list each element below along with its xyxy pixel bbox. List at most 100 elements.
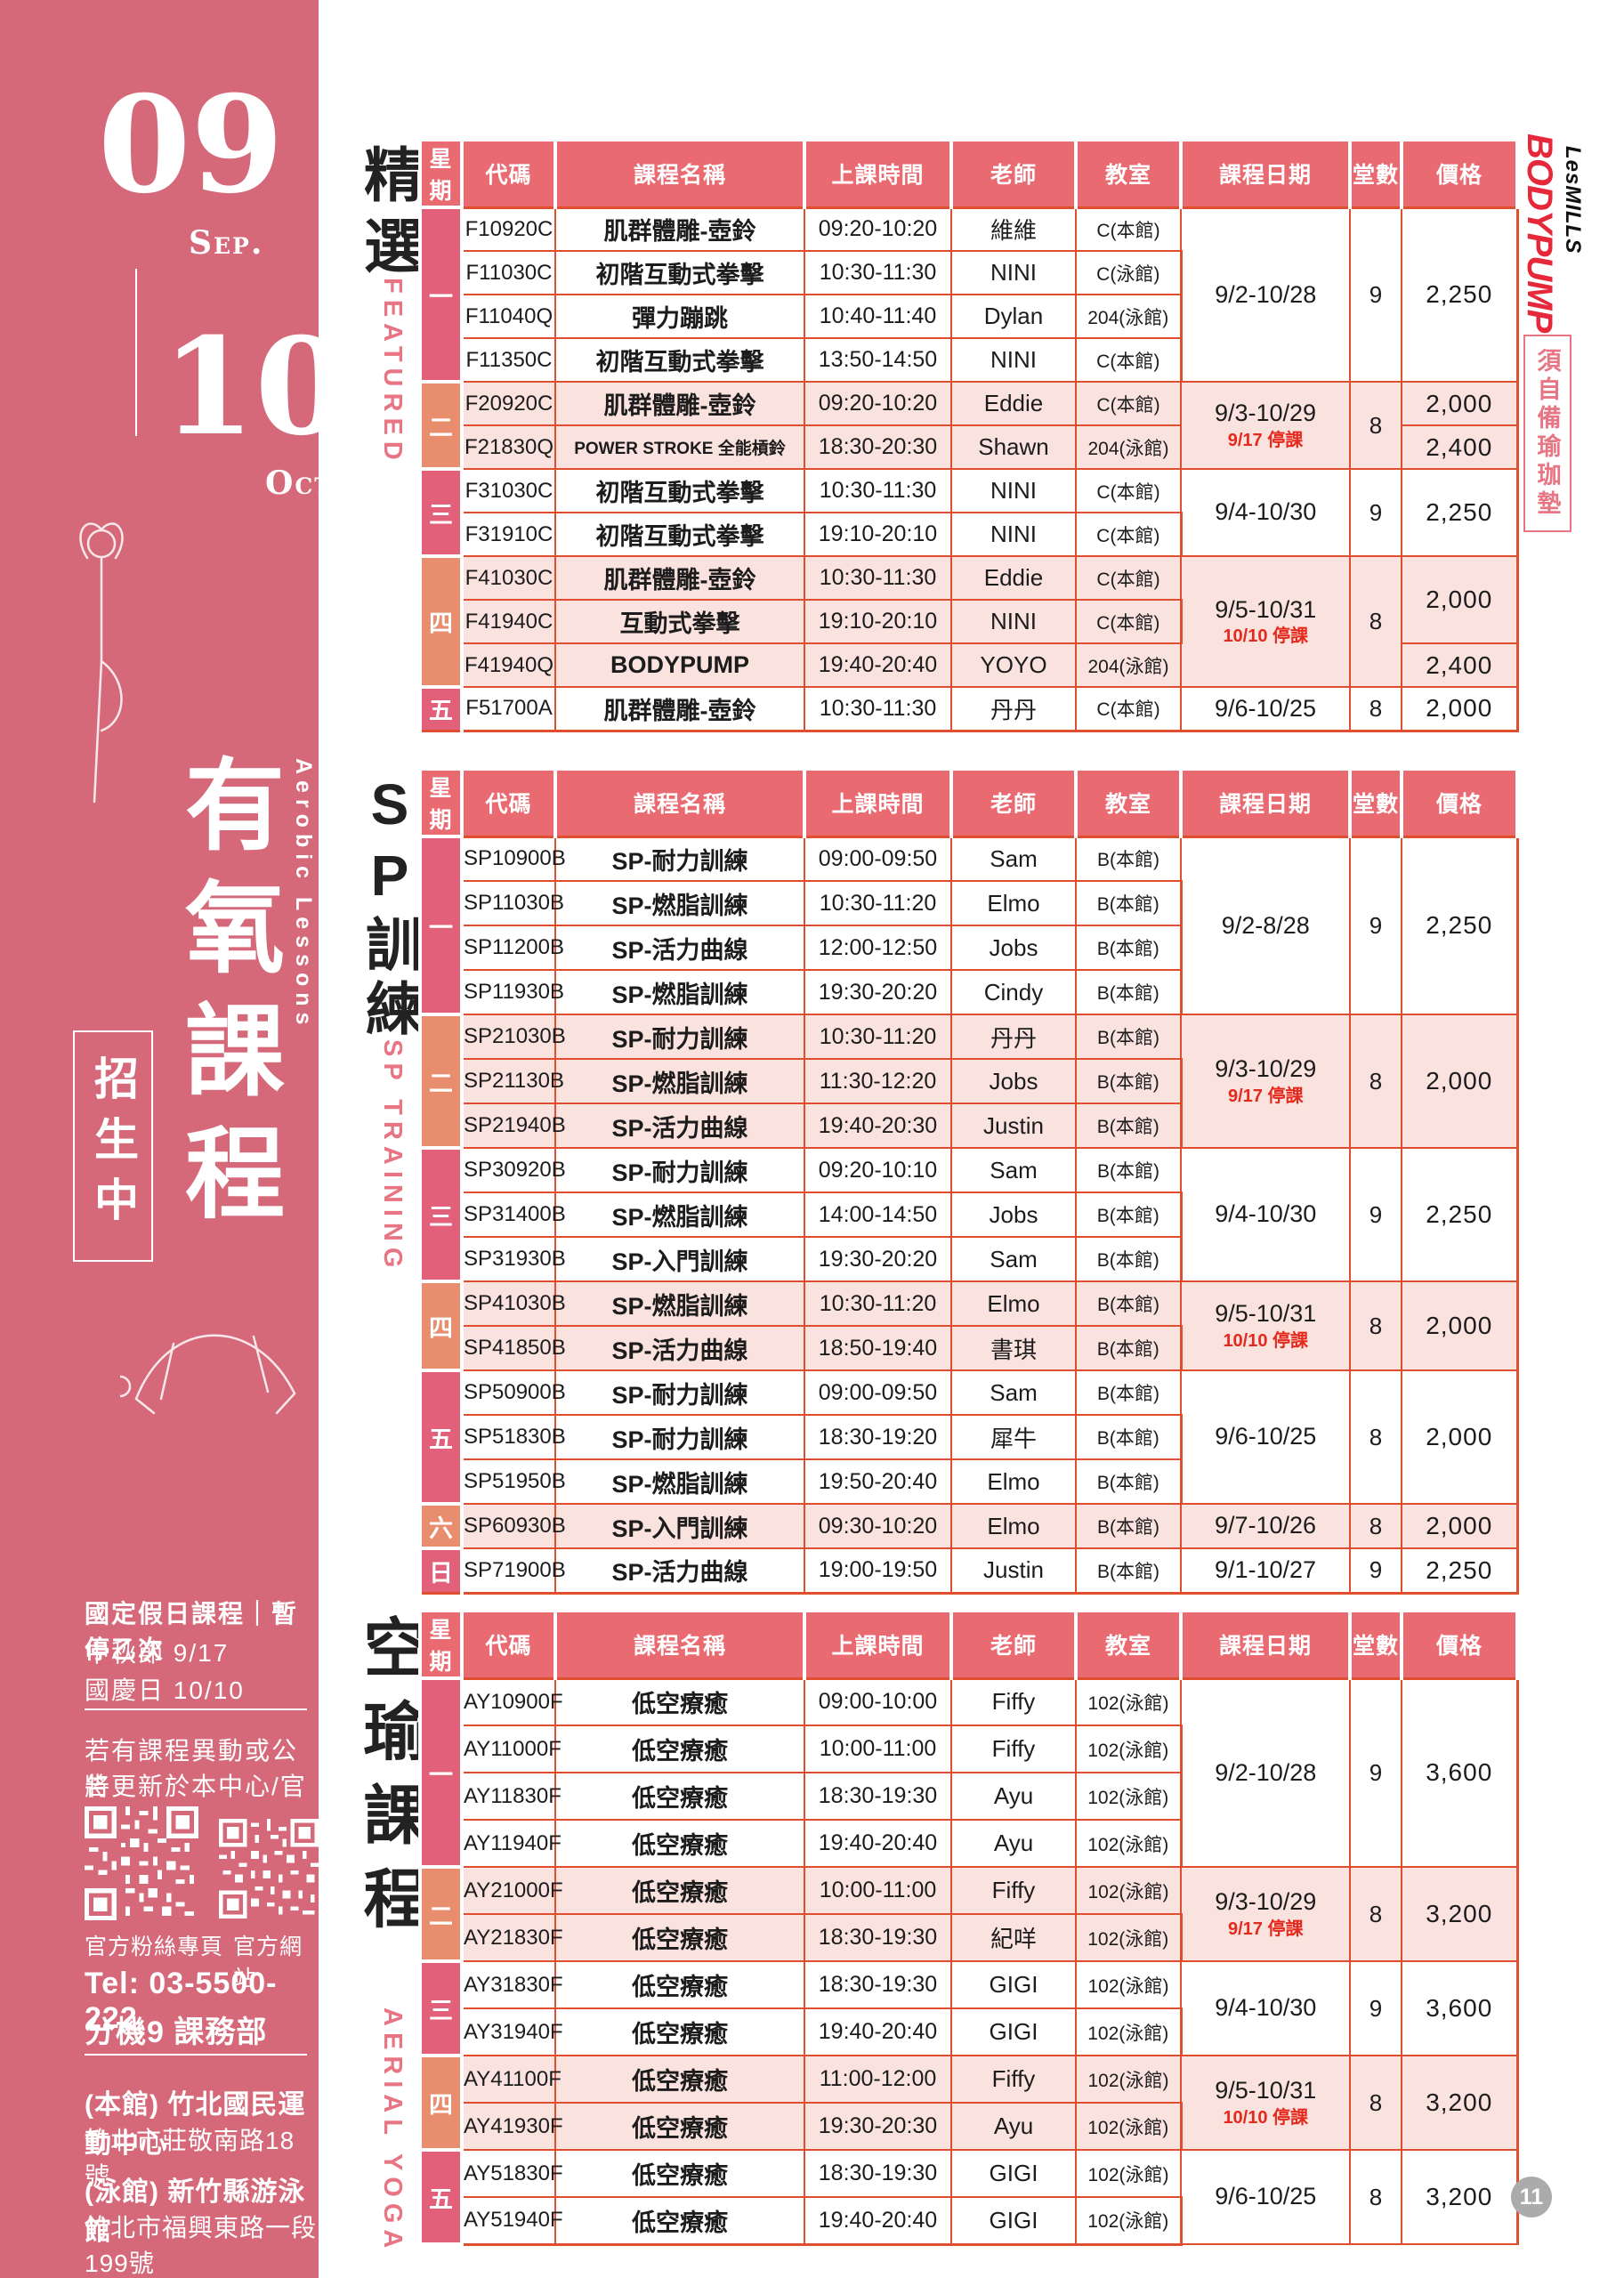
course-name: SP-耐力訓練 bbox=[554, 1147, 805, 1193]
course-time: 18:30-19:30 bbox=[804, 2149, 952, 2198]
course-name: 低空療癒 bbox=[554, 1913, 805, 1962]
course-row: 二 F20920C 肌群體雕-壺鈴 09:20-10:20 Eddie C(本館) 9/3-… bbox=[418, 380, 1519, 471]
course-name: 初階互動式拳擊 bbox=[554, 250, 805, 295]
sidebar-title: 有氧課程 bbox=[171, 753, 282, 1244]
holiday-title: 國定假日課程｜暫停乙次 bbox=[85, 1600, 299, 1663]
course-room: B(本館) bbox=[1075, 1014, 1182, 1060]
column-header: 上課時間 bbox=[803, 767, 953, 838]
column-header: 教室 bbox=[1074, 1609, 1183, 1680]
course-teacher: Fiffy bbox=[950, 2055, 1077, 2104]
course-price: 3,600 bbox=[1401, 1960, 1519, 2056]
course-dates: 9/7-10/26 bbox=[1180, 1503, 1351, 1549]
course-row: SP11930B SP-燃脂訓練 19:30-20:20 Cindy B(本館) bbox=[420, 969, 1517, 1015]
lesmills-logo: LesMILLS bbox=[1561, 146, 1585, 254]
course-room: C(本館) bbox=[1075, 512, 1183, 557]
course-time: 09:20-10:20 bbox=[804, 206, 952, 252]
course-name: 肌群體雕-壺鈴 bbox=[554, 381, 805, 426]
course-time: 18:30-20:30 bbox=[804, 424, 952, 470]
section2-title-en: SP TRAINING bbox=[378, 1039, 407, 1274]
course-teacher: Elmo bbox=[950, 880, 1077, 926]
session-count: 8 bbox=[1349, 381, 1402, 470]
cancel-note: 9/17 停課 bbox=[1227, 430, 1304, 450]
column-header: 課程名稱 bbox=[553, 1609, 806, 1680]
course-price: 2,000 bbox=[1401, 1280, 1519, 1371]
course-teacher: NINI bbox=[950, 250, 1077, 295]
course-row: SP31400B SP-燃脂訓練 14:00-14:50 Jobs B(本館) bbox=[420, 1192, 1517, 1238]
course-time: 10:30-11:30 bbox=[804, 686, 952, 732]
course-row: 二 AY21000F 低空療癒 10:00-11:00 Fiffy 102(泳館) 9/3-… bbox=[418, 1865, 1519, 1963]
page-number: 11 bbox=[1519, 2184, 1544, 2209]
course-time: 19:30-20:20 bbox=[804, 1236, 952, 1282]
course-name: 初階互動式拳擊 bbox=[554, 468, 805, 513]
course-teacher: NINI bbox=[950, 512, 1077, 557]
course-time: 19:10-20:10 bbox=[804, 512, 952, 557]
column-header: 代碼 bbox=[460, 1609, 557, 1680]
course-teacher: Cindy bbox=[950, 969, 1077, 1015]
course-code: AY11940F bbox=[461, 1819, 562, 1868]
column-header: 老師 bbox=[949, 1609, 1078, 1680]
course-code: AY11000F bbox=[461, 1725, 562, 1773]
course-name: SP-燃脂訓練 bbox=[554, 1192, 805, 1238]
course-time: 13:50-14:50 bbox=[804, 337, 952, 383]
venue2-address: 竹北市福興東路一段199號 bbox=[85, 2214, 318, 2277]
course-code: F10920C bbox=[461, 206, 556, 252]
course-code: F31030C bbox=[461, 468, 556, 513]
course-dates: 9/6-10/25 bbox=[1180, 2149, 1351, 2245]
course-code: F41940Q bbox=[461, 642, 556, 688]
course-room: 102(泳館) bbox=[1075, 2055, 1182, 2104]
course-row: SP51830B SP-耐力訓練 18:30-19:20 犀牛 B(本館) bbox=[420, 1414, 1517, 1460]
course-row: F11350C 初階互動式拳擊 13:50-14:50 NINI C(本館) bbox=[420, 337, 1517, 383]
course-room: C(本館) bbox=[1075, 686, 1182, 732]
course-dates: 9/5-10/31 10/10 停課 bbox=[1180, 2055, 1351, 2151]
day-cell: 五 bbox=[418, 2148, 464, 2246]
course-teacher: Sam bbox=[950, 1147, 1077, 1193]
column-header: 課程名稱 bbox=[553, 138, 806, 209]
course-dates: 9/4-10/30 bbox=[1180, 468, 1351, 557]
day-cell: 四 bbox=[418, 554, 464, 689]
course-row: SP11030B SP-燃脂訓練 10:30-11:20 Elmo B(本館) bbox=[420, 880, 1517, 926]
course-code: SP11200B bbox=[461, 925, 564, 971]
header-row: 星期 代碼 課程名稱 上課時間 老師 教室 課程日期 堂數 價格 bbox=[418, 767, 1519, 838]
course-code: SP50900B bbox=[461, 1369, 566, 1416]
day-cell: 一 bbox=[418, 206, 464, 384]
session-count: 9 bbox=[1349, 1677, 1402, 1868]
course-room: B(本館) bbox=[1075, 1414, 1183, 1460]
course-price: 2,250 bbox=[1401, 836, 1519, 1015]
holiday-item-1: 中秋節 9/17 bbox=[85, 1639, 230, 1667]
course-room: 102(泳館) bbox=[1075, 2007, 1183, 2056]
sidebar: 09 Sep. 10 Oct. 有氧課程 Aerobic Lessons 招生中 bbox=[0, 0, 348, 2278]
course-room: B(本館) bbox=[1075, 969, 1183, 1015]
session-count: 8 bbox=[1349, 1866, 1402, 1962]
course-teacher: Sam bbox=[950, 836, 1077, 882]
course-dates: 9/2-8/28 bbox=[1180, 836, 1351, 1015]
day-cell: 三 bbox=[418, 467, 464, 558]
venue2-name: (泳館) 新竹縣游泳館 bbox=[85, 2177, 306, 2246]
course-price: 2,250 bbox=[1401, 468, 1519, 557]
sidebar-subtitle-en: Aerobic Lessons bbox=[291, 758, 316, 1031]
course-time: 10:00-11:00 bbox=[804, 1725, 952, 1773]
venue1-address: 竹北市莊敬南路18號 bbox=[85, 2127, 295, 2190]
course-room: C(泳館) bbox=[1075, 250, 1183, 295]
course-row: SP21940B SP-活力曲線 19:40-20:30 Justin B(本館) bbox=[420, 1103, 1517, 1149]
course-dates: 9/5-10/31 10/10 停課 bbox=[1180, 1280, 1351, 1371]
course-row: 二 SP21030B SP-耐力訓練 10:30-11:20 丹丹 B(本館) 9/3-10… bbox=[418, 1013, 1519, 1150]
course-price: 3,200 bbox=[1401, 1866, 1519, 1962]
course-room: 102(泳館) bbox=[1075, 2196, 1183, 2246]
day-cell: 一 bbox=[418, 1676, 464, 1869]
section1-title: 精選 bbox=[356, 144, 422, 287]
course-time: 19:50-20:40 bbox=[804, 1458, 952, 1505]
course-name: 低空療癒 bbox=[554, 1960, 805, 2009]
course-name: 低空療癒 bbox=[554, 1725, 805, 1773]
course-room: 102(泳館) bbox=[1075, 1725, 1183, 1773]
course-room: C(本館) bbox=[1075, 206, 1182, 252]
cancel-note: 10/10 停課 bbox=[1223, 1330, 1309, 1351]
course-teacher: Elmo bbox=[950, 1458, 1077, 1505]
course-dates: 9/4-10/30 bbox=[1180, 1147, 1351, 1282]
course-teacher: Justin bbox=[950, 1547, 1077, 1595]
course-name: 互動式拳擊 bbox=[554, 599, 805, 644]
course-code: SP11930B bbox=[461, 969, 564, 1015]
course-teacher: Jobs bbox=[950, 1192, 1077, 1238]
course-code: AY31940F bbox=[461, 2007, 563, 2056]
course-teacher: NINI bbox=[950, 468, 1077, 513]
course-name: 低空療癒 bbox=[554, 2149, 805, 2198]
